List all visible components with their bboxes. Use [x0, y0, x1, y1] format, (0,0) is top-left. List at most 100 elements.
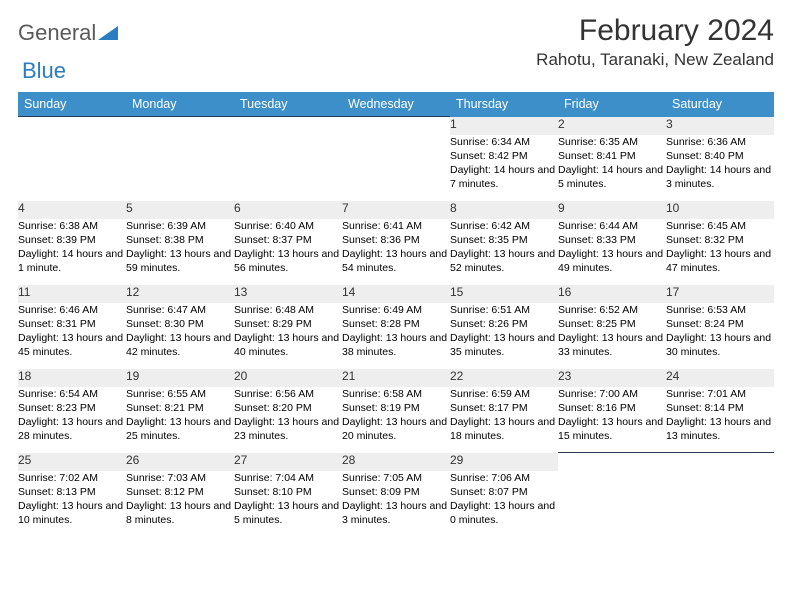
- day-number: 9: [558, 201, 666, 219]
- daylight-text: Daylight: 13 hours and 23 minutes.: [234, 415, 342, 443]
- day-details: Sunrise: 6:52 AMSunset: 8:25 PMDaylight:…: [558, 303, 666, 369]
- day-details: Sunrise: 6:42 AMSunset: 8:35 PMDaylight:…: [450, 219, 558, 285]
- day-details: Sunrise: 7:02 AMSunset: 8:13 PMDaylight:…: [18, 471, 126, 537]
- daylight-text: Daylight: 13 hours and 10 minutes.: [18, 499, 126, 527]
- sunrise-text: Sunrise: 6:35 AM: [558, 135, 666, 149]
- day-details: Sunrise: 6:58 AMSunset: 8:19 PMDaylight:…: [342, 387, 450, 453]
- day-number-row: 123: [18, 117, 774, 135]
- day-number: 22: [450, 369, 558, 387]
- empty-cell: [234, 135, 342, 201]
- sunset-text: Sunset: 8:21 PM: [126, 401, 234, 415]
- sunrise-text: Sunrise: 6:58 AM: [342, 387, 450, 401]
- calendar-table: Sunday Monday Tuesday Wednesday Thursday…: [18, 92, 774, 537]
- day-details: Sunrise: 7:04 AMSunset: 8:10 PMDaylight:…: [234, 471, 342, 537]
- sunrise-text: Sunrise: 6:54 AM: [18, 387, 126, 401]
- daylight-text: Daylight: 13 hours and 47 minutes.: [666, 247, 774, 275]
- day-details-row: Sunrise: 6:46 AMSunset: 8:31 PMDaylight:…: [18, 303, 774, 369]
- sunrise-text: Sunrise: 6:41 AM: [342, 219, 450, 233]
- sunset-text: Sunset: 8:10 PM: [234, 485, 342, 499]
- daylight-text: Daylight: 13 hours and 8 minutes.: [126, 499, 234, 527]
- daylight-text: Daylight: 13 hours and 13 minutes.: [666, 415, 774, 443]
- sunrise-text: Sunrise: 6:48 AM: [234, 303, 342, 317]
- day-number: 3: [666, 117, 774, 135]
- sunset-text: Sunset: 8:13 PM: [18, 485, 126, 499]
- sunrise-text: Sunrise: 6:46 AM: [18, 303, 126, 317]
- day-details: Sunrise: 7:06 AMSunset: 8:07 PMDaylight:…: [450, 471, 558, 537]
- daylight-text: Daylight: 14 hours and 7 minutes.: [450, 163, 558, 191]
- day-details: Sunrise: 6:38 AMSunset: 8:39 PMDaylight:…: [18, 219, 126, 285]
- daylight-text: Daylight: 13 hours and 15 minutes.: [558, 415, 666, 443]
- sunrise-text: Sunrise: 6:38 AM: [18, 219, 126, 233]
- sunrise-text: Sunrise: 6:39 AM: [126, 219, 234, 233]
- weekday-header: Tuesday: [234, 92, 342, 117]
- sunrise-text: Sunrise: 7:04 AM: [234, 471, 342, 485]
- day-details-row: Sunrise: 6:38 AMSunset: 8:39 PMDaylight:…: [18, 219, 774, 285]
- sunset-text: Sunset: 8:32 PM: [666, 233, 774, 247]
- day-number: 27: [234, 453, 342, 471]
- empty-cell: [558, 471, 666, 537]
- sunset-text: Sunset: 8:16 PM: [558, 401, 666, 415]
- sunrise-text: Sunrise: 6:49 AM: [342, 303, 450, 317]
- day-number: 5: [126, 201, 234, 219]
- day-number: 25: [18, 453, 126, 471]
- daylight-text: Daylight: 13 hours and 38 minutes.: [342, 331, 450, 359]
- sunset-text: Sunset: 8:35 PM: [450, 233, 558, 247]
- daylight-text: Daylight: 13 hours and 30 minutes.: [666, 331, 774, 359]
- sunset-text: Sunset: 8:19 PM: [342, 401, 450, 415]
- day-number: 13: [234, 285, 342, 303]
- sunset-text: Sunset: 8:14 PM: [666, 401, 774, 415]
- day-details: Sunrise: 6:40 AMSunset: 8:37 PMDaylight:…: [234, 219, 342, 285]
- sunrise-text: Sunrise: 6:42 AM: [450, 219, 558, 233]
- weekday-header: Friday: [558, 92, 666, 117]
- sunset-text: Sunset: 8:37 PM: [234, 233, 342, 247]
- sunset-text: Sunset: 8:33 PM: [558, 233, 666, 247]
- daylight-text: Daylight: 13 hours and 52 minutes.: [450, 247, 558, 275]
- sunrise-text: Sunrise: 6:55 AM: [126, 387, 234, 401]
- daylight-text: Daylight: 13 hours and 25 minutes.: [126, 415, 234, 443]
- sunset-text: Sunset: 8:26 PM: [450, 317, 558, 331]
- daylight-text: Daylight: 13 hours and 42 minutes.: [126, 331, 234, 359]
- sunset-text: Sunset: 8:42 PM: [450, 149, 558, 163]
- day-number: 8: [450, 201, 558, 219]
- day-details: Sunrise: 6:45 AMSunset: 8:32 PMDaylight:…: [666, 219, 774, 285]
- day-number: 10: [666, 201, 774, 219]
- brand-part1: General: [18, 20, 96, 46]
- day-details: Sunrise: 6:55 AMSunset: 8:21 PMDaylight:…: [126, 387, 234, 453]
- day-details: Sunrise: 6:48 AMSunset: 8:29 PMDaylight:…: [234, 303, 342, 369]
- daylight-text: Daylight: 13 hours and 54 minutes.: [342, 247, 450, 275]
- month-title: February 2024: [536, 14, 774, 48]
- sunrise-text: Sunrise: 6:34 AM: [450, 135, 558, 149]
- sunrise-text: Sunrise: 7:03 AM: [126, 471, 234, 485]
- sunrise-text: Sunrise: 6:51 AM: [450, 303, 558, 317]
- day-number: 28: [342, 453, 450, 471]
- daylight-text: Daylight: 14 hours and 5 minutes.: [558, 163, 666, 191]
- daylight-text: Daylight: 13 hours and 5 minutes.: [234, 499, 342, 527]
- day-details: Sunrise: 6:54 AMSunset: 8:23 PMDaylight:…: [18, 387, 126, 453]
- sunset-text: Sunset: 8:28 PM: [342, 317, 450, 331]
- weekday-header: Saturday: [666, 92, 774, 117]
- weekday-header: Thursday: [450, 92, 558, 117]
- day-number-row: 45678910: [18, 201, 774, 219]
- weekday-header: Sunday: [18, 92, 126, 117]
- sunset-text: Sunset: 8:39 PM: [18, 233, 126, 247]
- daylight-text: Daylight: 13 hours and 35 minutes.: [450, 331, 558, 359]
- day-details: Sunrise: 6:36 AMSunset: 8:40 PMDaylight:…: [666, 135, 774, 201]
- day-number: 24: [666, 369, 774, 387]
- day-number: 2: [558, 117, 666, 135]
- empty-cell: [126, 135, 234, 201]
- day-number: 14: [342, 285, 450, 303]
- day-number: 23: [558, 369, 666, 387]
- weekday-header: Monday: [126, 92, 234, 117]
- day-details: Sunrise: 6:51 AMSunset: 8:26 PMDaylight:…: [450, 303, 558, 369]
- daylight-text: Daylight: 13 hours and 18 minutes.: [450, 415, 558, 443]
- sunrise-text: Sunrise: 6:45 AM: [666, 219, 774, 233]
- day-number-row: 11121314151617: [18, 285, 774, 303]
- sunset-text: Sunset: 8:07 PM: [450, 485, 558, 499]
- sunset-text: Sunset: 8:40 PM: [666, 149, 774, 163]
- daylight-text: Daylight: 13 hours and 28 minutes.: [18, 415, 126, 443]
- brand-logo: General: [18, 14, 118, 46]
- daylight-text: Daylight: 13 hours and 59 minutes.: [126, 247, 234, 275]
- sunset-text: Sunset: 8:09 PM: [342, 485, 450, 499]
- sunrise-text: Sunrise: 6:36 AM: [666, 135, 774, 149]
- weekday-header: Wednesday: [342, 92, 450, 117]
